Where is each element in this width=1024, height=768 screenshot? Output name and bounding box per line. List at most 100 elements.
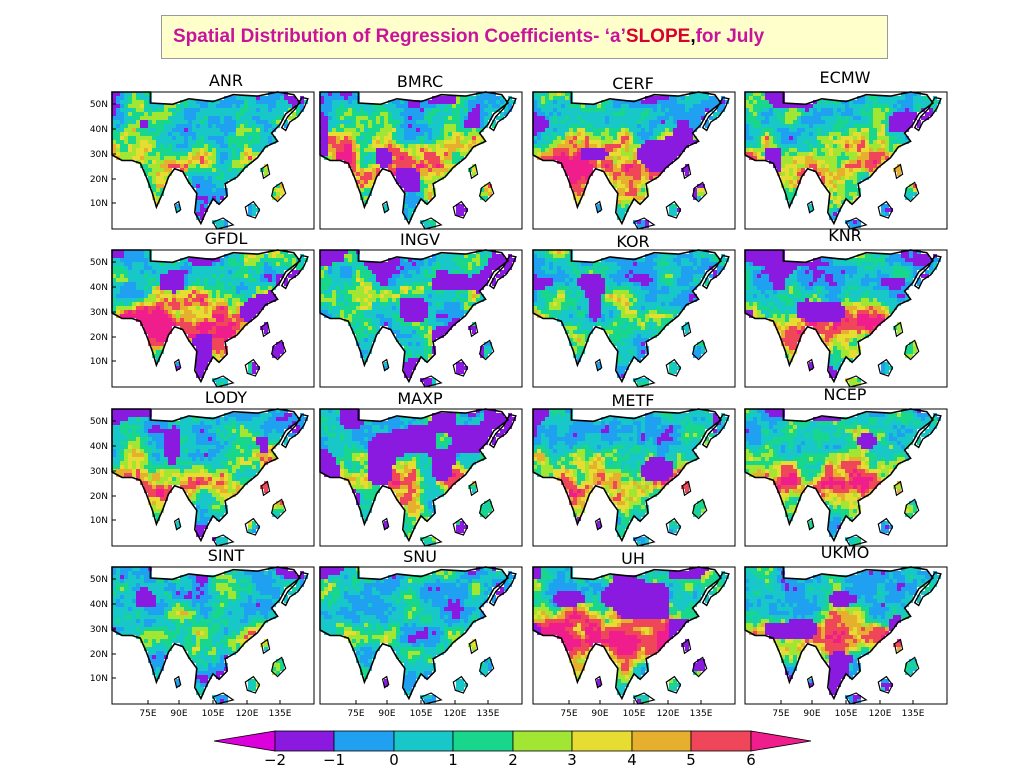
heatmap-cell <box>416 116 420 120</box>
heatmap-cell <box>821 148 825 152</box>
heatmap-cell <box>625 116 629 120</box>
heatmap-cells <box>320 92 516 228</box>
heatmap-cell <box>420 120 424 124</box>
heatmap-cell <box>212 152 216 156</box>
heatmap-cell <box>408 188 412 192</box>
heatmap-cell <box>168 124 172 128</box>
heatmap-cell <box>264 254 268 258</box>
heatmap-cell <box>569 128 573 132</box>
heatmap-cell <box>420 132 424 136</box>
heatmap-cell <box>789 104 793 108</box>
heatmap-cell <box>164 168 168 172</box>
heatmap-cell <box>857 180 861 184</box>
heatmap-cell <box>188 116 192 120</box>
heatmap-cell <box>340 290 344 294</box>
heatmap-cell <box>801 144 805 148</box>
heatmap-cell <box>561 120 565 124</box>
lat-tick-label: 20N <box>90 333 108 343</box>
heatmap-cell <box>793 120 797 124</box>
heatmap-cell <box>837 148 841 152</box>
heatmap-cell <box>557 148 561 152</box>
heatmap-cell <box>244 160 248 164</box>
heatmap-cell <box>172 136 176 140</box>
heatmap-cell <box>428 270 432 274</box>
heatmap-cell <box>392 156 396 160</box>
heatmap-cell <box>472 136 476 140</box>
heatmap-cell <box>585 116 589 120</box>
heatmap-cell <box>621 124 625 128</box>
heatmap-cell <box>140 318 144 322</box>
heatmap-cell <box>408 152 412 156</box>
heatmap-cell <box>132 266 136 270</box>
heatmap-cell <box>152 270 156 274</box>
heatmap-cell <box>200 204 204 208</box>
heatmap-cell <box>348 258 352 262</box>
heatmap-cell <box>769 144 773 148</box>
heatmap-cell <box>320 100 324 104</box>
heatmap-cell <box>400 180 404 184</box>
heatmap-cell <box>396 120 400 124</box>
heatmap-cell <box>853 136 857 140</box>
heatmap-cell <box>112 136 116 140</box>
heatmap-cell <box>845 164 849 168</box>
heatmap-cell <box>232 140 236 144</box>
heatmap-cell <box>797 120 801 124</box>
heatmap-cell <box>833 164 837 168</box>
heatmap-cell <box>557 128 561 132</box>
heatmap-cell <box>537 100 541 104</box>
heatmap-cell <box>272 298 276 302</box>
heatmap-cell <box>777 148 781 152</box>
heatmap-cell <box>408 258 412 262</box>
heatmap-cell <box>537 148 541 152</box>
heatmap-cell <box>432 124 436 128</box>
heatmap-cell <box>256 112 260 116</box>
heatmap-cell <box>649 144 653 148</box>
heatmap-cell <box>464 148 468 152</box>
heatmap-cell <box>653 100 657 104</box>
heatmap-cell <box>148 156 152 160</box>
heatmap-cell <box>240 120 244 124</box>
heatmap-cell <box>208 184 212 188</box>
heatmap-cell <box>885 112 889 116</box>
heatmap-cell <box>124 104 128 108</box>
heatmap-cell <box>857 152 861 156</box>
heatmap-cell <box>889 148 893 152</box>
heatmap-cell <box>468 282 472 286</box>
heatmap-cell <box>789 168 793 172</box>
heatmap-cell <box>248 100 252 104</box>
heatmap-cell <box>617 172 621 176</box>
heatmap-cell <box>328 250 332 254</box>
heatmap-cell <box>416 168 420 172</box>
heatmap-cell <box>156 290 160 294</box>
heatmap-cell <box>148 116 152 120</box>
heatmap-cell <box>268 254 272 258</box>
heatmap-cell <box>244 120 248 124</box>
heatmap-cell <box>144 172 148 176</box>
heatmap-cell <box>765 144 769 148</box>
heatmap-cell <box>452 128 456 132</box>
heatmap-cell <box>360 262 364 266</box>
heatmap-cell <box>601 112 605 116</box>
heatmap-cell <box>400 176 404 180</box>
coastline-island <box>594 200 603 214</box>
heatmap-cell <box>176 298 180 302</box>
heatmap-cell <box>156 144 160 148</box>
heatmap-cell <box>220 274 224 278</box>
heatmap-cell <box>757 116 761 120</box>
heatmap-cell <box>869 136 873 140</box>
heatmap-cell <box>396 124 400 128</box>
heatmap-cell <box>460 212 464 216</box>
heatmap-cell <box>460 132 464 136</box>
heatmap-cell <box>456 290 460 294</box>
heatmap-cell <box>376 120 380 124</box>
heatmap-cell <box>777 100 781 104</box>
heatmap-cell <box>444 148 448 152</box>
heatmap-cell <box>677 100 681 104</box>
heatmap-cell <box>500 274 504 278</box>
map-panel-ingv: INGV <box>319 230 523 388</box>
heatmap-cell <box>200 342 204 346</box>
heatmap-cell <box>412 140 416 144</box>
heatmap-cell <box>657 160 661 164</box>
heatmap-cell <box>376 164 380 168</box>
heatmap-cell <box>196 136 200 140</box>
